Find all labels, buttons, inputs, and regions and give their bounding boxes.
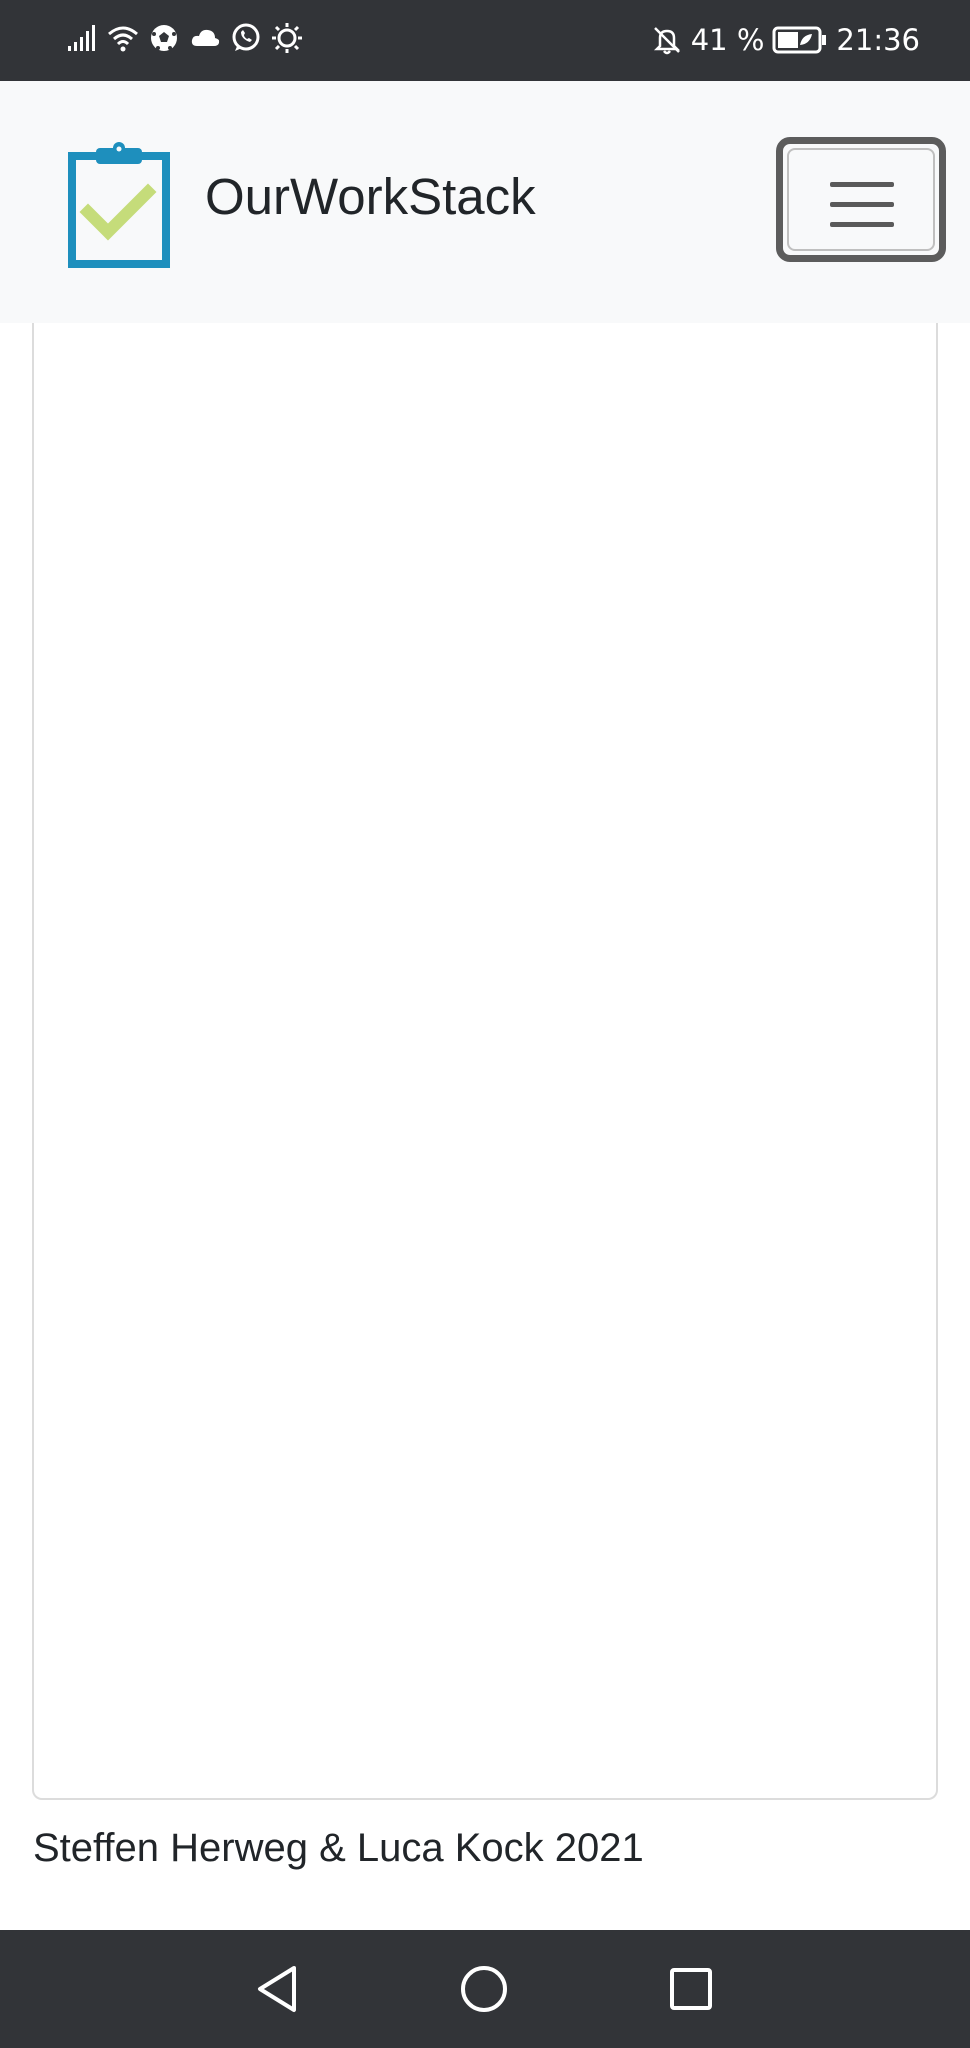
battery-icon [772, 26, 827, 54]
navbar: OurWorkStack [0, 81, 970, 323]
clipboard-check-icon[interactable] [68, 142, 170, 268]
bell-off-icon [653, 27, 680, 55]
cloud-icon [191, 29, 220, 46]
status-bar: 41 % 21:36 [0, 0, 970, 81]
recents-icon[interactable] [668, 1966, 714, 2012]
toggler-focus-ring [787, 148, 935, 251]
tasks-card [32, 240, 938, 1800]
home-icon[interactable] [459, 1964, 509, 2014]
battery-percent: 41 % [690, 23, 765, 57]
wifi-icon [108, 26, 138, 52]
status-time: 21:36 [836, 23, 920, 57]
brightness-icon [272, 23, 302, 53]
status-left-icons [66, 22, 303, 54]
status-right: 41 % 21:36 [651, 20, 920, 60]
soccer-ball-icon [151, 25, 177, 51]
signal-icon [68, 25, 95, 51]
system-navigation-bar [0, 1930, 970, 2048]
back-icon[interactable] [254, 1964, 300, 2014]
navbar-toggler-button[interactable] [776, 137, 946, 262]
footer-text: Steffen Herweg & Luca Kock 2021 [33, 1826, 644, 1870]
whatsapp-icon [232, 23, 260, 51]
brand-name[interactable]: OurWorkStack [205, 168, 536, 225]
